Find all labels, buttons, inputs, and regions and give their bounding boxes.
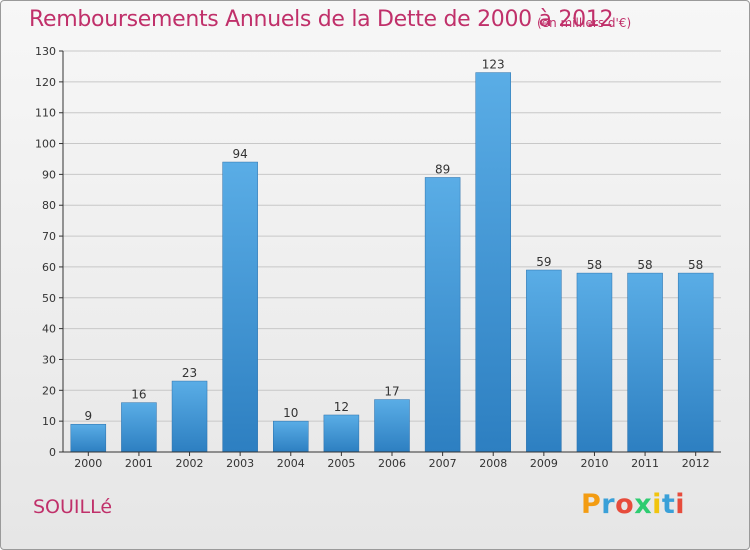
logo-letter: P <box>581 489 602 520</box>
data-label: 58 <box>688 258 703 272</box>
bar <box>121 402 157 453</box>
y-tick-label: 90 <box>42 168 56 181</box>
x-tick-label: 2001 <box>125 457 153 470</box>
bar <box>677 272 714 453</box>
y-tick-label: 130 <box>35 45 56 58</box>
x-tick-label: 2011 <box>631 457 659 470</box>
data-label: 123 <box>482 58 505 72</box>
x-tick-label: 2000 <box>74 457 102 470</box>
y-tick-label: 100 <box>35 138 56 151</box>
y-tick-label: 20 <box>42 384 56 397</box>
bar <box>171 380 208 453</box>
bar <box>627 272 663 453</box>
axes: 0 10 20 30 40 50 60 70 80 90 100 110 120 130 2000 2001 2… <box>35 45 721 470</box>
y-tick-label: 80 <box>42 199 56 212</box>
data-label: 9 <box>84 409 92 423</box>
x-tick-label: 2003 <box>226 457 254 470</box>
logo-letter: i <box>652 489 662 520</box>
bar <box>424 177 461 453</box>
bar <box>323 414 360 453</box>
data-label: 59 <box>536 255 551 269</box>
x-tick-label: 2002 <box>176 457 204 470</box>
y-tick-label: 70 <box>42 230 56 243</box>
bar <box>475 72 511 453</box>
x-tick-label: 2008 <box>479 457 507 470</box>
bar <box>576 272 613 453</box>
logo-letter: x <box>634 489 653 520</box>
chart-title: Remboursements Annuels de la Dette de 20… <box>29 7 614 32</box>
logo-letter: i <box>675 489 686 520</box>
y-tick-label: 50 <box>42 292 56 305</box>
y-tick-label: 120 <box>35 76 56 89</box>
data-label: 10 <box>283 406 298 420</box>
proxiti-logo: Proxiti <box>581 489 685 520</box>
logo-letter: o <box>615 489 635 520</box>
y-tick-label: 60 <box>42 261 56 274</box>
x-tick-label: 2007 <box>429 457 457 470</box>
data-label: 89 <box>435 162 450 176</box>
data-label: 16 <box>131 388 146 402</box>
data-label: 17 <box>384 385 399 399</box>
x-tick-label: 2009 <box>530 457 558 470</box>
x-tick-label: 2004 <box>277 457 305 470</box>
x-tick-label: 2006 <box>378 457 406 470</box>
bar <box>374 399 410 453</box>
bar <box>526 269 562 453</box>
grid <box>63 50 721 422</box>
y-tick-label: 30 <box>42 353 56 366</box>
logo-letter: r <box>601 489 616 520</box>
y-tick-label: 40 <box>42 323 56 336</box>
data-label: 58 <box>587 258 602 272</box>
x-tick-label: 2005 <box>327 457 355 470</box>
logo-letter: t <box>661 489 676 520</box>
data-label: 94 <box>233 147 248 161</box>
bar <box>222 161 258 453</box>
data-label: 12 <box>334 400 349 414</box>
chart-subtitle: (en milliers d'€) <box>537 16 632 30</box>
bar <box>70 423 107 453</box>
x-tick-label: 2010 <box>580 457 608 470</box>
data-label: 23 <box>182 366 197 380</box>
y-tick-label: 10 <box>42 415 56 428</box>
y-tick-label: 0 <box>49 446 56 459</box>
x-tick-label: 2012 <box>682 457 710 470</box>
data-label: 58 <box>637 258 652 272</box>
commune-name: SOUILLé <box>33 496 113 518</box>
bars: 9 16 23 94 10 12 17 89 123 59 58 58 58 <box>70 58 714 453</box>
bar <box>273 420 309 453</box>
y-tick-label: 110 <box>35 107 56 120</box>
